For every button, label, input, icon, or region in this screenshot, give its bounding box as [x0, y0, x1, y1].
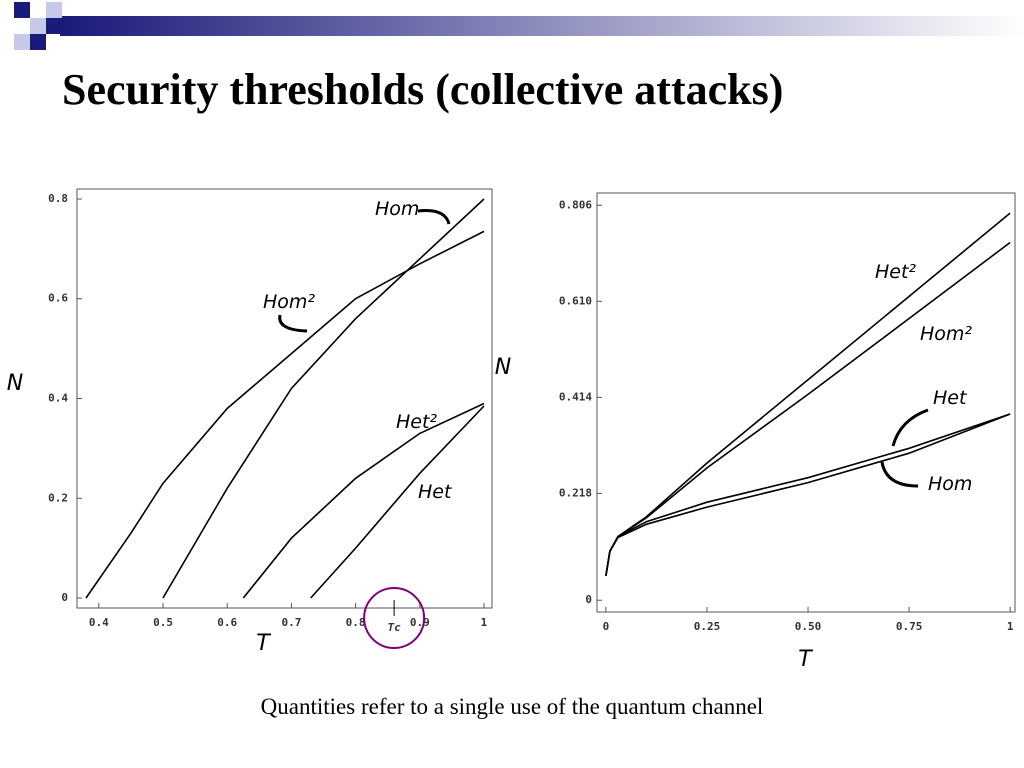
- y-tick-label: 0.8: [48, 192, 68, 205]
- x-axis-label: T: [798, 647, 813, 672]
- y-axis-label: N: [495, 355, 511, 380]
- x-tick-label: 0: [603, 620, 610, 633]
- series-line: [605, 413, 1011, 576]
- x-tick-label: 1: [1007, 620, 1014, 633]
- label-leader: [278, 314, 308, 333]
- series-line: [605, 241, 1011, 576]
- slide-title: Security thresholds (collective attacks): [62, 65, 783, 114]
- header-squares: [14, 2, 62, 50]
- plot-frame: [596, 192, 1016, 613]
- series-label: Het²: [875, 261, 916, 283]
- y-tick-label: 0.806: [559, 198, 592, 211]
- series-label: Hom: [928, 473, 972, 495]
- series-label: Het²: [396, 411, 437, 433]
- x-axis-label: T: [256, 631, 271, 656]
- y-tick-label: 0.610: [559, 294, 592, 307]
- series-label: Het: [418, 481, 453, 503]
- series-label: Hom²: [920, 323, 972, 345]
- series-label: Hom²: [263, 291, 315, 313]
- header-bar: [60, 16, 1024, 36]
- series-line: [85, 230, 485, 599]
- y-tick-label: 0: [61, 591, 68, 604]
- series-label: Hom: [375, 198, 419, 220]
- y-tick-label: 0.218: [559, 486, 592, 499]
- x-tick-label: 0.6: [217, 616, 237, 629]
- annotation-label: Tc: [387, 621, 401, 634]
- x-tick-label: 0.75: [896, 620, 923, 633]
- y-tick-label: 0: [585, 593, 592, 606]
- y-tick-label: 0.6: [48, 292, 68, 305]
- annotation-circle: [363, 587, 426, 649]
- series-line: [162, 198, 485, 599]
- y-tick-label: 0.4: [48, 392, 68, 405]
- label-leader: [891, 408, 929, 447]
- series-line: [310, 405, 485, 599]
- y-tick-label: 0.414: [559, 390, 592, 403]
- y-axis-label: N: [7, 371, 23, 396]
- x-tick-label: 0.4: [89, 616, 109, 629]
- label-leader: [880, 461, 919, 488]
- x-tick-label: 1: [481, 616, 488, 629]
- x-tick-label: 0.9: [410, 616, 430, 629]
- x-tick-label: 0.5: [153, 616, 173, 629]
- x-tick-label: 0.25: [694, 620, 721, 633]
- x-tick-label: 0.7: [281, 616, 301, 629]
- caption: Quantities refer to a single use of the …: [261, 694, 764, 719]
- x-tick-label: 0.50: [795, 620, 822, 633]
- x-tick-label: 0.8: [346, 616, 366, 629]
- y-tick-label: 0.2: [48, 491, 68, 504]
- label-leader: [417, 209, 451, 225]
- series-label: Het: [933, 387, 968, 409]
- series-line: [242, 402, 485, 599]
